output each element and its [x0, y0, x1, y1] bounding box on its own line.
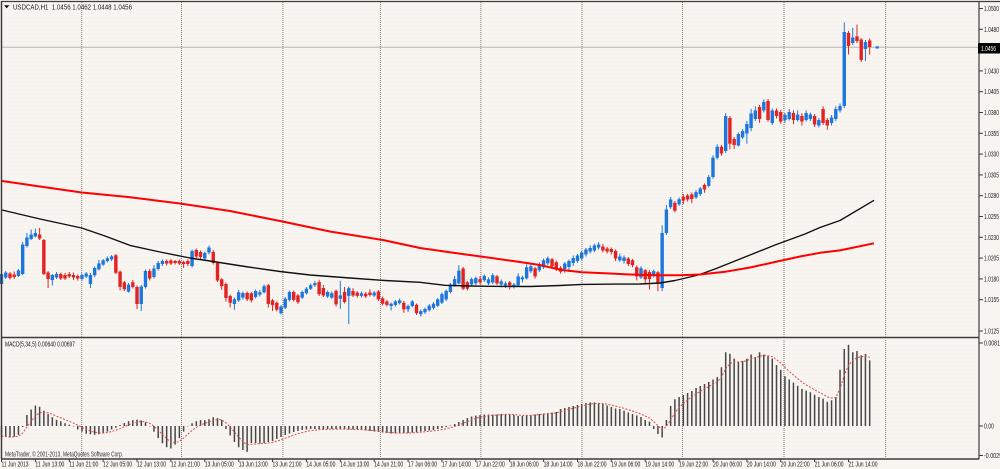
- svg-text:1.0180: 1.0180: [984, 276, 999, 283]
- svg-text:13 Jun 13:00: 13 Jun 13:00: [239, 462, 268, 469]
- svg-text:12 Jun 13:00: 12 Jun 13:00: [137, 462, 166, 469]
- svg-text:1.0205: 1.0205: [984, 256, 999, 263]
- svg-text:0.00: 0.00: [984, 424, 994, 431]
- svg-text:1.0456: 1.0456: [981, 46, 996, 53]
- svg-text:13 Jun 05:00: 13 Jun 05:00: [205, 462, 234, 469]
- svg-text:1.0405: 1.0405: [984, 89, 999, 96]
- svg-text:1.0255: 1.0255: [984, 214, 999, 221]
- svg-text:13 Jun 21:00: 13 Jun 21:00: [273, 462, 302, 469]
- svg-text:1.0155: 1.0155: [984, 297, 999, 304]
- svg-text:17 Jun 22:00: 17 Jun 22:00: [476, 462, 505, 469]
- svg-text:20 Jun 14:00: 20 Jun 14:00: [747, 462, 776, 469]
- svg-text:17 Jun 06:00: 17 Jun 06:00: [408, 462, 437, 469]
- svg-text:1.0380: 1.0380: [984, 110, 999, 117]
- svg-text:USDCAD,H1 1.0456 1.0462 1.044: USDCAD,H1 1.0456 1.0462 1.0448 1.0456: [13, 3, 132, 12]
- svg-text:1.0500: 1.0500: [984, 6, 999, 13]
- svg-text:14 Jun 05:00: 14 Jun 05:00: [306, 462, 335, 469]
- svg-text:20 Jun 22:00: 20 Jun 22:00: [781, 462, 810, 469]
- svg-text:1.0280: 1.0280: [984, 193, 999, 200]
- svg-text:1.0125: 1.0125: [984, 329, 999, 336]
- svg-text:19 Jun 22:00: 19 Jun 22:00: [679, 462, 708, 469]
- svg-text:11 Jun 13:00: 11 Jun 13:00: [35, 462, 64, 469]
- svg-text:18 Jun 14:00: 18 Jun 14:00: [544, 462, 573, 469]
- svg-text:12 Jun 21:00: 12 Jun 21:00: [171, 462, 200, 469]
- svg-text:1.0430: 1.0430: [984, 68, 999, 75]
- svg-text:1.0355: 1.0355: [984, 131, 999, 138]
- svg-text:11 Jun 21:00: 11 Jun 21:00: [69, 462, 98, 469]
- svg-text:21 Jun 14:00: 21 Jun 14:00: [849, 462, 878, 469]
- svg-text:21 Jun 06:00: 21 Jun 06:00: [815, 462, 844, 469]
- svg-text:19 Jun 06:00: 19 Jun 06:00: [611, 462, 640, 469]
- svg-text:14 Jun 13:00: 14 Jun 13:00: [340, 462, 369, 469]
- svg-text:18 Jun 22:00: 18 Jun 22:00: [578, 462, 607, 469]
- svg-text:-0.00293: -0.00293: [984, 453, 1000, 460]
- svg-text:19 Jun 14:00: 19 Jun 14:00: [645, 462, 674, 469]
- svg-text:20 Jun 06:00: 20 Jun 06:00: [713, 462, 742, 469]
- svg-text:0.0081: 0.0081: [984, 341, 1000, 348]
- svg-text:18 Jun 06:00: 18 Jun 06:00: [510, 462, 539, 469]
- svg-text:1.0330: 1.0330: [984, 152, 999, 159]
- svg-text:12 Jun 05:00: 12 Jun 05:00: [103, 462, 132, 469]
- svg-text:17 Jun 14:00: 17 Jun 14:00: [442, 462, 471, 469]
- svg-text:1.0305: 1.0305: [984, 172, 999, 179]
- svg-text:1.0480: 1.0480: [984, 27, 999, 34]
- svg-text:MACD(5,34,5) 0.00640 0.00697: MACD(5,34,5) 0.00640 0.00697: [5, 342, 75, 349]
- svg-text:MetaTrader, © 2001-2013, MetaQ: MetaTrader, © 2001-2013, MetaQuotes Soft…: [5, 451, 123, 459]
- svg-text:1.0230: 1.0230: [984, 235, 999, 242]
- svg-text:14 Jun 21:00: 14 Jun 21:00: [374, 462, 403, 469]
- svg-text:11 Jun 2013: 11 Jun 2013: [2, 462, 29, 469]
